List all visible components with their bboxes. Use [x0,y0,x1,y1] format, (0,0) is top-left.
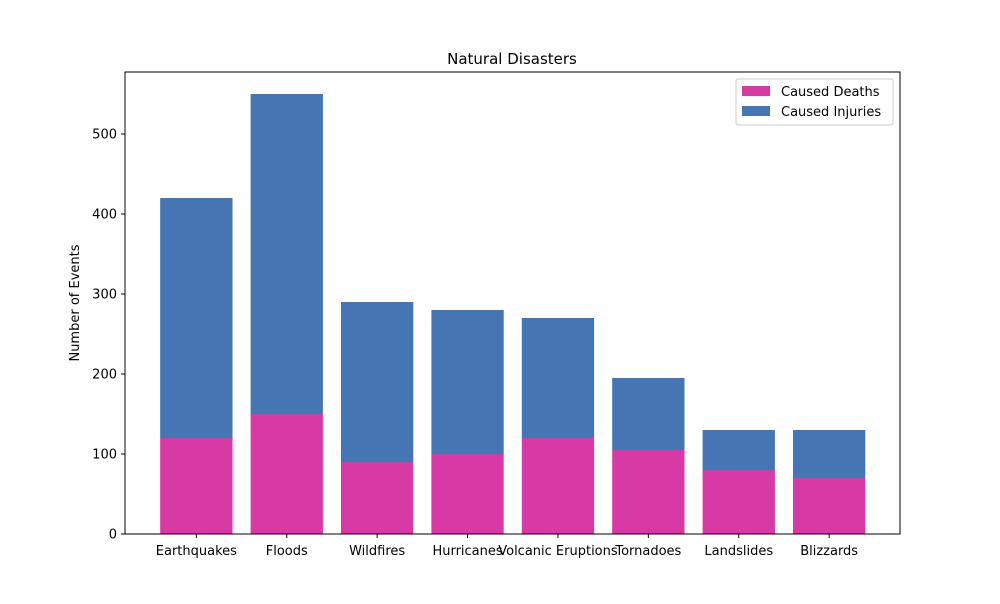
y-tick-label-500: 500 [92,128,117,143]
bar-caused-deaths-earthquakes [160,438,233,534]
x-tick-label-tornadoes: Tornadoes [614,544,681,559]
bar-caused-deaths-landslides [702,470,775,534]
legend-label-caused-deaths: Caused Deaths [781,85,880,100]
x-tick-label-wildfires: Wildfires [349,544,405,559]
bar-caused-injuries-blizzards [793,430,866,478]
bar-caused-deaths-tornadoes [612,450,685,534]
y-axis-label: Number of Events [68,244,83,361]
x-tick-label-volcanic-eruptions: Volcanic Eruptions [498,544,618,559]
legend: Caused Deaths Caused Injuries [735,78,894,126]
x-tick-label-landslides: Landslides [704,544,773,559]
x-tick-label-hurricanes: Hurricanes [432,544,502,559]
bar-caused-deaths-blizzards [793,478,866,534]
legend-swatch-caused-injuries [742,106,770,116]
legend-box [735,78,894,126]
bar-caused-injuries-volcanic-eruptions [521,318,595,438]
bar-caused-injuries-landslides [702,430,775,470]
bar-caused-deaths-floods [250,414,323,534]
y-tick-label-400: 400 [92,208,117,223]
legend-label-caused-injuries: Caused Injuries [781,105,881,120]
y-tick-label-300: 300 [92,288,117,303]
x-tick-label-earthquakes: Earthquakes [156,544,237,559]
y-axis-ticks: 0 100 200 300 400 500 [92,128,125,543]
bar-caused-injuries-earthquakes [160,198,233,438]
bars-layer [160,94,866,534]
y-tick-label-0: 0 [109,528,117,543]
bar-caused-injuries-tornadoes [612,378,685,450]
x-tick-label-floods: Floods [266,544,308,559]
y-tick-label-200: 200 [92,368,117,383]
legend-swatch-caused-deaths [742,86,770,96]
bar-caused-injuries-floods [250,94,323,414]
x-tick-label-blizzards: Blizzards [800,544,858,559]
series-caused-injuries [160,94,866,478]
x-axis-ticks: Earthquakes Floods Wildfires HurricanesVolc… [156,534,858,559]
bar-caused-deaths-volcanic-eruptions [521,438,595,534]
chart-title: Natural Disasters [447,50,577,68]
bar-caused-deaths-hurricanes [431,454,504,534]
bar-caused-deaths-wildfires [341,462,414,534]
series-caused-deaths [160,414,866,534]
bar-caused-injuries-hurricanes [431,310,504,454]
bar-caused-injuries-wildfires [341,302,414,462]
y-tick-label-100: 100 [92,448,117,463]
plot-area-frame [124,71,901,535]
